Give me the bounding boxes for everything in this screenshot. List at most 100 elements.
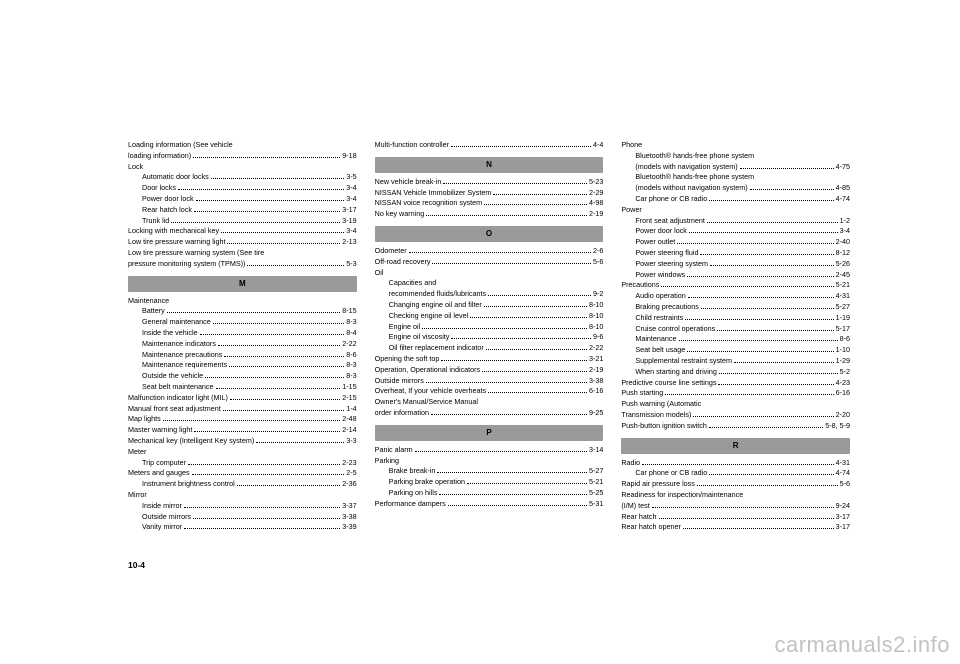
index-page-ref: 9-18 — [342, 151, 356, 162]
index-page-ref: 5-26 — [836, 259, 850, 270]
leader-dots — [163, 415, 341, 421]
leader-dots — [700, 249, 833, 255]
index-label: Performance dampers — [375, 499, 446, 510]
index-row: Power outlet2-40 — [621, 237, 850, 248]
index-page-ref: 2-13 — [342, 237, 356, 248]
index-row: Manual front seat adjustment1-4 — [128, 404, 357, 415]
index-page-ref: 2-5 — [346, 468, 356, 479]
leader-dots — [685, 314, 833, 320]
leader-dots — [718, 379, 833, 385]
index-row: Braking precautions5-27 — [621, 302, 850, 313]
index-label: Maintenance requirements — [142, 360, 227, 371]
watermark: carmanuals2.info — [774, 632, 950, 658]
index-page-ref: 3-17 — [836, 512, 850, 523]
index-row: loading information)9-18 — [128, 151, 357, 162]
index-row: Inside the vehicle8-4 — [128, 328, 357, 339]
leader-dots — [227, 238, 340, 244]
index-page-ref: 3-14 — [589, 445, 603, 456]
index-row: order information9-25 — [375, 408, 604, 419]
index-label: Checking engine oil level — [389, 311, 469, 322]
index-row: NISSAN Vehicle Immobilizer System2-29 — [375, 188, 604, 199]
leader-dots — [426, 210, 587, 216]
index-page-ref: 3-38 — [342, 512, 356, 523]
leader-dots — [205, 372, 344, 378]
index-page-ref: 8-4 — [346, 328, 356, 339]
index-label: When starting and driving — [635, 367, 717, 378]
index-row: Bluetooth® hands-free phone system — [621, 172, 850, 183]
index-row: Loading information (See vehicle — [128, 140, 357, 151]
index-page-ref: 5-6 — [593, 257, 603, 268]
index-label: Lock — [128, 162, 143, 173]
index-page-ref: 2-36 — [342, 479, 356, 490]
leader-dots — [734, 357, 834, 363]
index-row: Oil — [375, 268, 604, 279]
index-page-ref: 8-10 — [589, 311, 603, 322]
leader-dots — [687, 271, 833, 277]
index-page-ref: 8-6 — [346, 350, 356, 361]
index-label: Bluetooth® hands-free phone system — [635, 172, 754, 183]
index-label: Oil filter replacement indicator — [389, 343, 484, 354]
index-page-ref: 2-14 — [342, 425, 356, 436]
index-row: (models without navigation system)4-85 — [621, 183, 850, 194]
index-label: order information — [375, 408, 429, 419]
index-label: Push-button ignition switch — [621, 421, 707, 432]
index-label: Maintenance — [128, 296, 169, 307]
index-page-ref: 2-20 — [836, 410, 850, 421]
leader-dots — [415, 446, 587, 452]
index-row: Readiness for inspection/maintenance — [621, 490, 850, 501]
index-label: NISSAN Vehicle Immobilizer System — [375, 188, 492, 199]
index-page-ref: 5-27 — [589, 466, 603, 477]
index-page-ref: 2-48 — [342, 414, 356, 425]
index-label: Trip computer — [142, 458, 186, 469]
index-row: Panic alarm3-14 — [375, 445, 604, 456]
index-row: Mirror — [128, 490, 357, 501]
index-row: Vanity mirror3-39 — [128, 522, 357, 533]
index-page-ref: 4-74 — [836, 468, 850, 479]
index-page-ref: 4-98 — [589, 198, 603, 209]
index-page-ref: 6-16 — [836, 388, 850, 399]
index-label: Mirror — [128, 490, 147, 501]
leader-dots — [167, 307, 341, 313]
index-label: Instrument brightness control — [142, 479, 235, 490]
index-page-ref: 3-21 — [589, 354, 603, 365]
index-row: Automatic door locks3-5 — [128, 172, 357, 183]
section-header: N — [375, 157, 604, 173]
index-row: Odometer2-6 — [375, 246, 604, 257]
index-label: Outside mirrors — [142, 512, 191, 523]
index-page-ref: 4-74 — [836, 194, 850, 205]
index-label: Power steering system — [635, 259, 708, 270]
leader-dots — [688, 292, 834, 298]
index-page-ref: 4-75 — [836, 162, 850, 173]
leader-dots — [223, 405, 345, 411]
index-page: Loading information (See vehicleloading … — [0, 0, 960, 533]
index-label: Capacities and — [389, 278, 437, 289]
index-page-ref: 5-25 — [589, 488, 603, 499]
leader-dots — [192, 469, 345, 475]
leader-dots — [717, 325, 833, 331]
index-page-ref: 5-3 — [346, 259, 356, 270]
index-row: Power door lock3-4 — [128, 194, 357, 205]
leader-dots — [482, 366, 587, 372]
section-header: O — [375, 226, 604, 242]
leader-dots — [224, 351, 344, 357]
index-row: Mechanical key (Intelligent Key system)3… — [128, 436, 357, 447]
index-label: Car phone or CB radio — [635, 194, 707, 205]
leader-dots — [677, 238, 833, 244]
index-row: Maintenance indicators2-22 — [128, 339, 357, 350]
index-label: Inside mirror — [142, 501, 182, 512]
index-row: Maintenance8-6 — [621, 334, 850, 345]
index-row: Push starting 6-16 — [621, 388, 850, 399]
index-page-ref: 2-22 — [342, 339, 356, 350]
index-page-ref: 4-4 — [593, 140, 603, 151]
page-number: 10-4 — [128, 560, 145, 570]
index-page-ref: 4-85 — [836, 183, 850, 194]
index-label: Push starting — [621, 388, 663, 399]
leader-dots — [211, 173, 345, 179]
index-row: Meter — [128, 447, 357, 458]
index-label: Odometer — [375, 246, 407, 257]
index-label: General maintenance — [142, 317, 211, 328]
index-label: Power — [621, 205, 641, 216]
leader-dots — [441, 355, 587, 361]
leader-dots — [196, 195, 345, 201]
leader-dots — [221, 227, 344, 233]
